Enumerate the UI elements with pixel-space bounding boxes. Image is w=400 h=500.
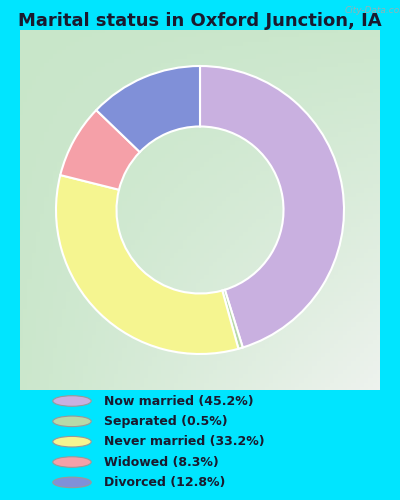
Text: Separated (0.5%): Separated (0.5%) (104, 415, 228, 428)
Circle shape (53, 477, 91, 488)
Circle shape (53, 396, 91, 406)
Circle shape (53, 436, 91, 447)
Text: Now married (45.2%): Now married (45.2%) (104, 394, 254, 407)
Wedge shape (222, 290, 243, 349)
Text: Divorced (12.8%): Divorced (12.8%) (104, 476, 225, 489)
Circle shape (53, 416, 91, 426)
Text: Widowed (8.3%): Widowed (8.3%) (104, 456, 219, 468)
Text: Never married (33.2%): Never married (33.2%) (104, 435, 265, 448)
Wedge shape (200, 66, 344, 348)
Wedge shape (96, 66, 200, 152)
Text: Marital status in Oxford Junction, IA: Marital status in Oxford Junction, IA (18, 12, 382, 30)
Wedge shape (56, 175, 238, 354)
Text: City-Data.com: City-Data.com (345, 6, 400, 15)
Circle shape (53, 457, 91, 468)
Wedge shape (60, 110, 140, 190)
